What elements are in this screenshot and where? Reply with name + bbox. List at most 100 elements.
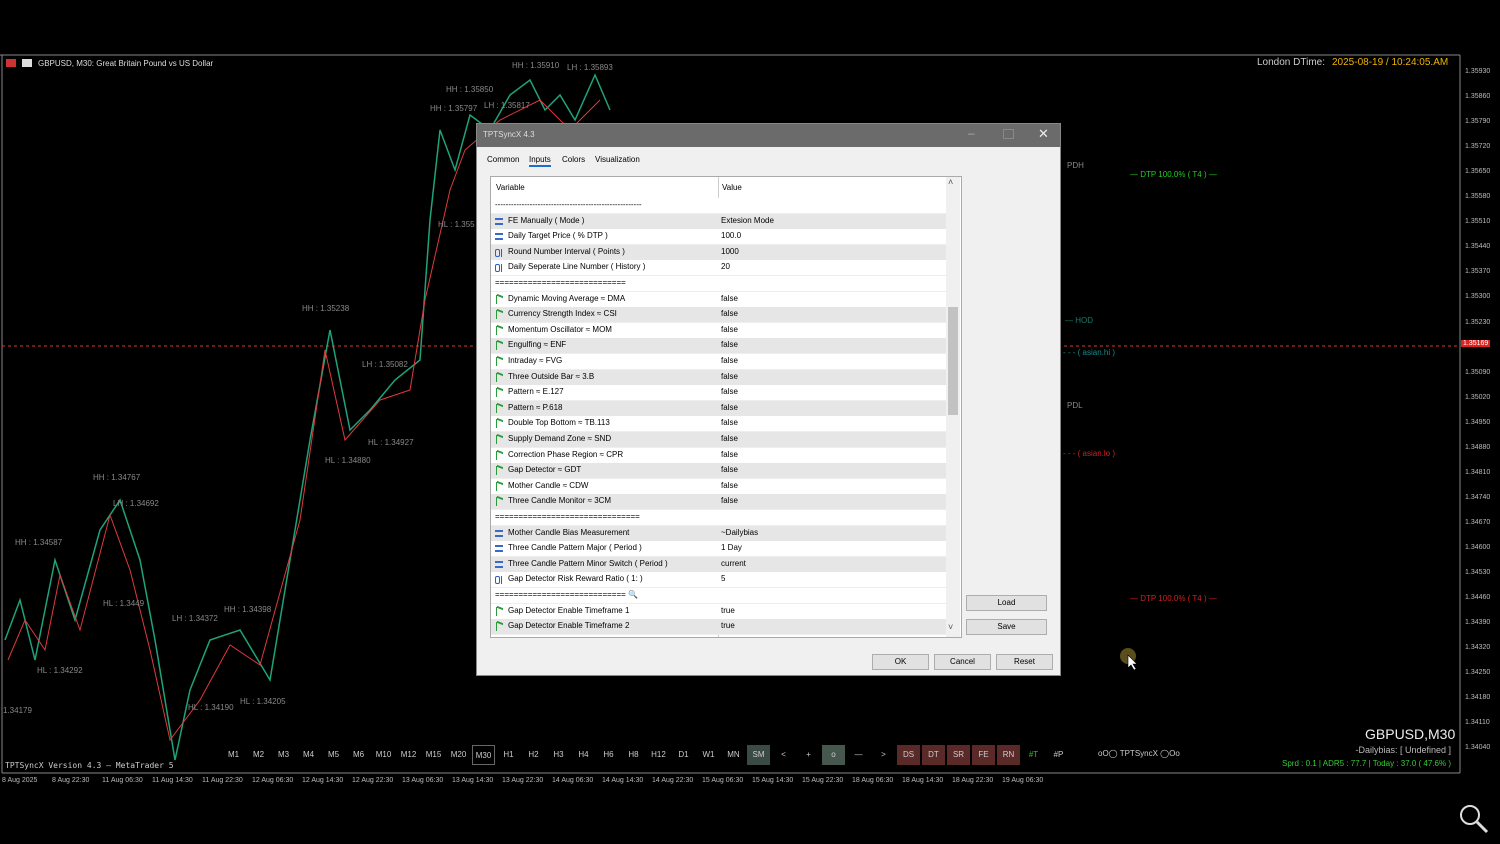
minimize-button[interactable]: – xyxy=(968,126,975,140)
table-row[interactable]: Pattern ≈ P.618 false xyxy=(491,400,946,417)
table-row[interactable]: ============================ 🔍 xyxy=(491,588,946,604)
value-cell[interactable]: false xyxy=(721,434,738,443)
timeframe-button[interactable]: M15 xyxy=(425,750,442,759)
table-row[interactable]: Daily Target Price ( % DTP ) 100.0 xyxy=(491,229,946,246)
value-cell[interactable]: true xyxy=(721,605,735,615)
value-cell[interactable]: 20 xyxy=(721,262,730,272)
table-row[interactable]: Momentum Oscillator ≈ MOM false xyxy=(491,322,946,339)
value-cell[interactable]: true xyxy=(721,621,735,631)
value-cell[interactable]: current xyxy=(721,558,746,568)
timeframe-button[interactable]: RN xyxy=(997,745,1020,765)
value-cell[interactable]: false xyxy=(721,449,738,459)
table-row[interactable]: Engulfing ≈ ENF false xyxy=(491,338,946,355)
timeframe-button[interactable]: H2 xyxy=(528,750,539,759)
timeframe-button[interactable]: MN xyxy=(727,750,740,759)
timeframe-button[interactable]: M20 xyxy=(450,750,467,759)
timeframe-button[interactable]: FE xyxy=(972,745,995,765)
timeframe-button[interactable]: H3 xyxy=(553,750,564,759)
table-row[interactable]: ----------------------------------------… xyxy=(491,198,946,214)
value-cell[interactable]: false xyxy=(721,309,738,319)
table-row[interactable]: Supply Demand Zone ≈ SND false xyxy=(491,432,946,448)
table-row[interactable]: Intraday ≈ FVG false xyxy=(491,354,946,370)
value-cell[interactable]: 1 Day xyxy=(721,543,742,553)
table-row[interactable]: Mother Candle Bias Measurement ~Dailybias xyxy=(491,525,946,542)
timeframe-button[interactable]: M5 xyxy=(327,750,340,759)
timeframe-button[interactable]: H8 xyxy=(628,750,639,759)
timeframe-button[interactable]: o xyxy=(822,745,845,765)
timeframe-button[interactable]: M1 xyxy=(227,750,240,759)
table-row[interactable]: Round Number Interval ( Points ) 1000 xyxy=(491,244,946,261)
timeframe-button[interactable]: M3 xyxy=(277,750,290,759)
side-button[interactable]: Save xyxy=(966,619,1047,635)
value-cell[interactable]: false xyxy=(721,418,738,428)
dialog-button[interactable]: Reset xyxy=(996,654,1053,670)
timeframe-button[interactable]: M12 xyxy=(400,750,417,759)
value-cell[interactable]: false xyxy=(721,402,738,412)
value-cell[interactable]: ~Dailybias xyxy=(721,527,759,537)
tab[interactable]: Visualization xyxy=(595,155,640,164)
tab[interactable]: Common xyxy=(487,155,520,164)
value-cell[interactable]: false xyxy=(721,324,738,334)
table-row[interactable]: Three Candle Pattern Major ( Period ) 1 D… xyxy=(491,541,946,558)
timeframe-button[interactable]: M6 xyxy=(352,750,365,759)
table-row[interactable]: FE Manually ( Mode ) Extesion Mode xyxy=(491,213,946,230)
value-cell[interactable]: 5 xyxy=(721,574,726,584)
tab[interactable]: Inputs xyxy=(529,155,551,167)
timeframe-button[interactable]: H1 xyxy=(503,750,514,759)
value-cell[interactable]: Extesion Mode xyxy=(721,215,774,225)
table-row[interactable]: Gap Detector Risk Reward Ratio ( 1: ) 5 xyxy=(491,572,946,589)
timeframe-button[interactable]: — xyxy=(854,750,863,759)
close-button[interactable]: ✕ xyxy=(1038,126,1049,141)
timeframe-button[interactable]: M30 xyxy=(472,745,495,765)
value-cell[interactable]: false xyxy=(721,496,738,506)
timeframe-button[interactable]: #P xyxy=(1053,750,1064,759)
timeframe-button[interactable]: < xyxy=(781,750,786,759)
table-row[interactable]: Double Top Bottom ≈ TB.113 false xyxy=(491,416,946,433)
tab[interactable]: Colors xyxy=(562,155,586,164)
timeframe-button[interactable]: + xyxy=(806,750,811,759)
value-cell[interactable]: false xyxy=(721,465,738,475)
timeframe-button[interactable]: #T xyxy=(1028,750,1039,759)
value-cell[interactable]: false xyxy=(721,371,738,381)
table-row[interactable]: Dynamic Moving Average ≈ DMA false xyxy=(491,291,946,308)
timeframe-button[interactable]: SM xyxy=(747,745,770,765)
timeframe-button[interactable]: W1 xyxy=(702,750,715,759)
timeframe-button[interactable]: D1 xyxy=(678,750,689,759)
timeframe-button[interactable]: M2 xyxy=(252,750,265,759)
timeframe-button[interactable]: H4 xyxy=(578,750,589,759)
timeframe-button[interactable]: M10 xyxy=(375,750,392,759)
value-cell[interactable]: false xyxy=(721,387,738,397)
timeframe-button[interactable]: M4 xyxy=(302,750,315,759)
zoom-icon[interactable] xyxy=(1460,805,1480,825)
timeframe-button[interactable]: DT xyxy=(922,745,945,765)
value-cell[interactable]: 100.0 xyxy=(721,231,742,241)
scroll-up[interactable]: ˄ xyxy=(948,177,954,187)
timeframe-button[interactable]: SR xyxy=(947,745,970,765)
table-row[interactable]: Pattern ≈ E.127 false xyxy=(491,385,946,402)
table-row[interactable]: Correction Phase Region ≈ CPR false xyxy=(491,447,946,464)
side-button[interactable]: Load xyxy=(966,595,1047,611)
value-cell[interactable]: false xyxy=(721,293,738,303)
value-cell[interactable]: false xyxy=(721,480,738,490)
value-cell[interactable]: false xyxy=(721,356,738,365)
table-row[interactable]: Gap Detector Enable Timeframe 1 true xyxy=(491,603,946,620)
table-row[interactable]: ============================ xyxy=(491,276,946,292)
table-row[interactable]: Three Candle Monitor ≈ 3CM false xyxy=(491,494,946,511)
maximize-button[interactable] xyxy=(1003,129,1014,139)
table-row[interactable]: Currency Strength Index ≈ CSI false xyxy=(491,307,946,324)
value-cell[interactable]: false xyxy=(721,340,738,350)
table-row[interactable]: =============================== xyxy=(491,510,946,526)
timeframe-button[interactable]: H6 xyxy=(603,750,614,759)
table-row[interactable]: Three Candle Pattern Minor Switch ( Peri… xyxy=(491,556,946,573)
scroll-down[interactable]: ˅ xyxy=(948,622,954,632)
table-row[interactable]: Mother Candle ≈ CDW false xyxy=(491,478,946,495)
table-row[interactable]: Gap Detector Enable Timeframe 2 true xyxy=(491,619,946,636)
dialog-button[interactable]: OK xyxy=(872,654,929,670)
timeframe-button[interactable]: > xyxy=(881,750,886,759)
dialog-button[interactable]: Cancel xyxy=(934,654,991,670)
timeframe-button[interactable]: H12 xyxy=(651,750,666,759)
table-row[interactable]: Gap Detector ≈ GDT false xyxy=(491,463,946,480)
timeframe-button[interactable]: DS xyxy=(897,745,920,765)
table-row[interactable]: Three Outside Bar ≈ 3.B false xyxy=(491,369,946,386)
table-row[interactable]: Daily Seperate Line Number ( History ) 20 xyxy=(491,260,946,277)
